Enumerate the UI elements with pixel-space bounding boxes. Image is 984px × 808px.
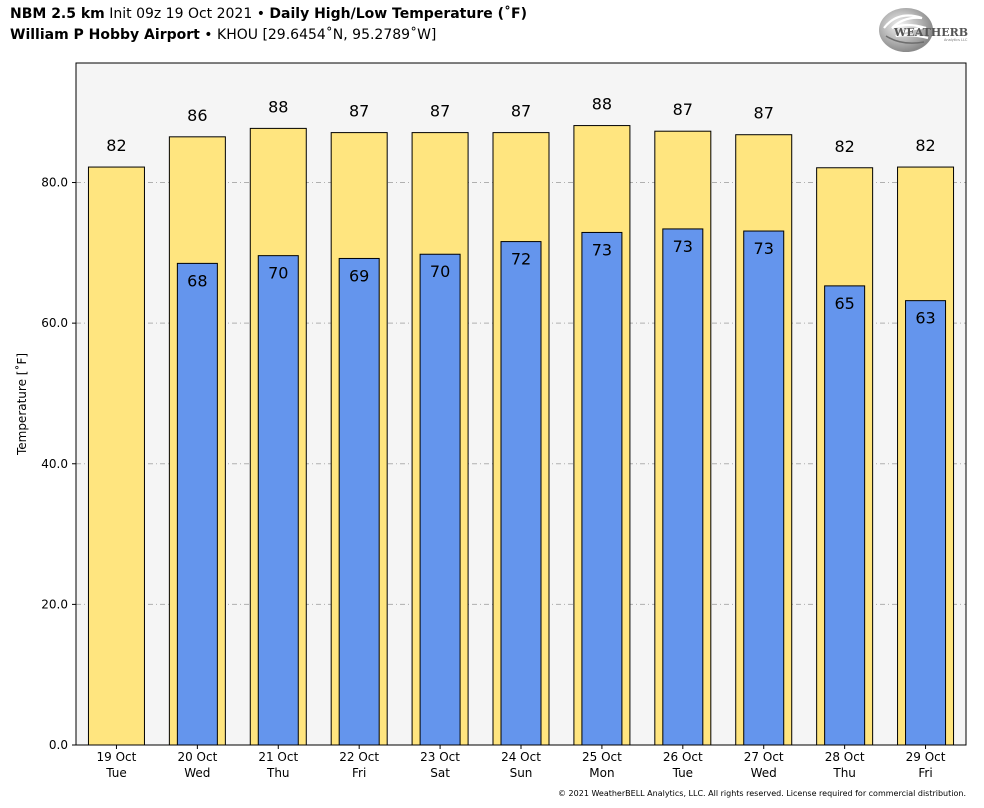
header-bullet-2: •: [204, 27, 213, 43]
model-name: NBM 2.5 km: [10, 6, 105, 22]
x-tick-date: 28 Oct: [825, 750, 865, 764]
low-temp-label: 72: [511, 250, 531, 269]
y-tick-label: 60.0: [41, 316, 68, 330]
low-temp-label: 69: [349, 266, 369, 285]
high-temp-label: 88: [268, 97, 288, 116]
x-tick-date: 27 Oct: [744, 750, 784, 764]
y-tick-label: 20.0: [41, 597, 68, 611]
low-temp-bar: [257, 255, 299, 746]
x-tick-day: Mon: [589, 766, 614, 780]
low-temp-label: 73: [754, 239, 774, 258]
high-temp-label: 82: [106, 136, 126, 155]
x-tick-date: 25 Oct: [582, 750, 622, 764]
x-tick-date: 29 Oct: [906, 750, 946, 764]
station-info: KHOU [29.6454˚N, 95.2789˚W]: [217, 27, 437, 43]
low-temp-bar: [824, 285, 866, 746]
plot-frame: [75, 62, 967, 746]
x-tick-day: Thu: [832, 766, 856, 780]
high-temp-label: 88: [592, 95, 612, 114]
low-temp-bar: [581, 231, 623, 746]
y-axis-label: Temperature [˚F]: [14, 353, 29, 456]
low-temp-bar: [419, 253, 461, 746]
x-tick-date: 22 Oct: [339, 750, 379, 764]
high-temp-label: 87: [349, 102, 369, 121]
low-temp-bar: [662, 228, 704, 746]
high-temp-label: 87: [754, 104, 774, 123]
x-axis-ticks: 19 Oct Tue 20 Oct Wed 21 Oct Thu 22 Oct Fri 23 O…: [97, 745, 946, 780]
high-temp-label: 82: [834, 137, 854, 156]
high-temp-label: 82: [915, 136, 935, 155]
x-tick-day: Fri: [918, 766, 932, 780]
y-axis-ticks: 0.0 20.0 40.0 60.0 80.0: [41, 176, 76, 752]
x-tick-date: 24 Oct: [501, 750, 541, 764]
x-tick-day: Tue: [105, 766, 127, 780]
chart-title: Daily High/Low Temperature (˚F): [269, 6, 527, 22]
station-name: William P Hobby Airport: [10, 27, 200, 43]
low-temp-bar: [500, 241, 542, 746]
x-tick-day: Sun: [510, 766, 533, 780]
x-tick-day: Wed: [751, 766, 777, 780]
high-temp-label: 86: [187, 106, 207, 125]
chart-header-line-2: William P Hobby Airport • KHOU [29.6454˚…: [10, 27, 436, 43]
init-time: Init 09z 19 Oct 2021: [109, 6, 253, 22]
x-tick-date: 23 Oct: [420, 750, 460, 764]
low-temp-label: 63: [915, 309, 935, 328]
logo-text: WEATHERBELL: [893, 26, 968, 39]
weatherbell-swirl-logo: WEATHERBELL Analytics LLC: [879, 8, 968, 52]
x-tick-date: 26 Oct: [663, 750, 703, 764]
high-temp-label: 87: [673, 100, 693, 119]
low-temp-bar: [176, 262, 218, 746]
x-tick-day: Thu: [266, 766, 290, 780]
low-temp-label: 70: [430, 262, 450, 281]
chart-header-line-1: NBM 2.5 km Init 09z 19 Oct 2021 • Daily …: [10, 6, 527, 22]
low-temp-label: 70: [268, 264, 288, 283]
x-tick-date: 20 Oct: [177, 750, 217, 764]
x-tick-date: 19 Oct: [97, 750, 137, 764]
y-tick-label: 40.0: [41, 457, 68, 471]
y-tick-label: 0.0: [49, 738, 68, 752]
low-temp-bar: [743, 230, 785, 746]
x-tick-day: Fri: [352, 766, 366, 780]
low-temp-label: 68: [187, 271, 207, 290]
x-tick-date: 21 Oct: [258, 750, 298, 764]
copyright-footer: © 2021 WeatherBELL Analytics, LLC. All r…: [558, 789, 966, 798]
x-tick-day: Sat: [430, 766, 450, 780]
high-temp-label: 87: [430, 102, 450, 121]
header-bullet: •: [256, 6, 265, 22]
low-temp-bar: [338, 257, 380, 746]
high-temp-label: 87: [511, 102, 531, 121]
low-temp-bar: [905, 300, 947, 746]
low-temp-label: 65: [834, 294, 854, 313]
high-temp-bar: [87, 166, 145, 746]
x-tick-day: Wed: [184, 766, 210, 780]
logo-subtext: Analytics LLC: [944, 38, 968, 42]
y-tick-label: 80.0: [41, 176, 68, 190]
x-tick-day: Tue: [672, 766, 694, 780]
low-temp-bars: 68 70 69 70 72 73 73 73 65 63: [176, 228, 947, 746]
low-temp-label: 73: [592, 240, 612, 259]
low-temp-label: 73: [673, 237, 693, 256]
